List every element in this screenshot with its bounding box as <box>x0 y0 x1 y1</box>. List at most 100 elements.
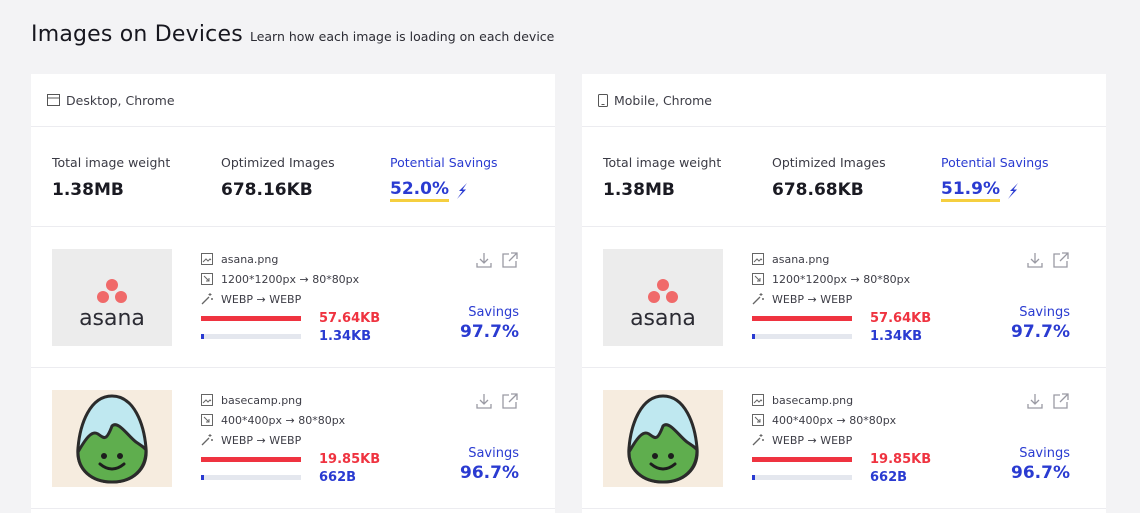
original-size-row: 19.85KB <box>201 450 391 468</box>
optimized-size-bar <box>201 474 301 480</box>
asana-logo-text: asana <box>79 306 145 331</box>
savings-label: Savings <box>1019 305 1070 320</box>
asana-logo: asana <box>630 279 696 331</box>
size-bars: 19.85KB 662B <box>752 450 942 486</box>
desktop-panel: Desktop, Chrome Total image weight 1.38M… <box>31 74 555 513</box>
optimized-size-row: 662B <box>752 468 942 486</box>
asana-logo: asana <box>79 279 145 331</box>
item-actions <box>1026 251 1070 269</box>
original-size-row: 57.64KB <box>201 309 391 327</box>
original-size: 19.85KB <box>319 451 381 467</box>
original-size-fill <box>201 456 301 462</box>
lightning-bolt-icon <box>456 183 467 199</box>
filename: asana.png <box>772 252 830 266</box>
savings-percent: 51.9% <box>941 180 1000 202</box>
savings-percent: 52.0% <box>390 180 449 202</box>
dimensions-row: 1200*1200px → 80*80px <box>752 269 910 289</box>
download-icon[interactable] <box>1026 392 1044 410</box>
format-row: WEBP → WEBP <box>752 430 896 450</box>
stat-value: 52.0% <box>390 180 498 202</box>
dimensions: 1200*1200px → 80*80px <box>772 272 911 286</box>
external-link-icon[interactable] <box>501 392 519 410</box>
image-item: asana asana.png 1200*1200px → 80*80px WE… <box>31 227 555 368</box>
format: WEBP → WEBP <box>221 292 302 306</box>
item-savings: Savings 97.7% <box>1011 305 1070 342</box>
resize-icon <box>201 414 213 426</box>
item-actions <box>1026 392 1070 410</box>
total-image-weight: Total image weight 1.38MB <box>603 155 721 200</box>
item-savings: Savings 96.7% <box>1011 446 1070 483</box>
stat-value: 678.16KB <box>221 180 313 200</box>
image-icon <box>752 394 764 406</box>
download-icon[interactable] <box>475 392 493 410</box>
dimensions-row: 400*400px → 80*80px <box>201 410 345 430</box>
page-subtitle: Learn how each image is loading on each … <box>249 29 555 44</box>
download-icon[interactable] <box>1026 251 1044 269</box>
desktop-icon <box>47 94 60 106</box>
dimensions-row: 400*400px → 80*80px <box>752 410 896 430</box>
asana-logo-text: asana <box>630 306 696 331</box>
filename: basecamp.png <box>221 393 303 407</box>
stat-label: Optimized Images <box>221 155 335 170</box>
stats-row: Total image weight 1.38MB Optimized Imag… <box>31 127 555 227</box>
image-icon <box>201 394 213 406</box>
panel-header: Mobile, Chrome <box>582 74 1106 127</box>
original-size-fill <box>752 315 852 321</box>
image-meta: asana.png 1200*1200px → 80*80px WEBP → W… <box>752 249 910 309</box>
optimized-size-row: 1.34KB <box>752 327 942 345</box>
stat-label: Potential Savings <box>390 155 498 170</box>
stats-row: Total image weight 1.38MB Optimized Imag… <box>582 127 1106 227</box>
basecamp-thumbnail <box>52 390 172 487</box>
dimensions: 1200*1200px → 80*80px <box>221 272 360 286</box>
image-item: basecamp.png 400*400px → 80*80px WEBP → … <box>582 368 1106 509</box>
optimized-size: 1.34KB <box>870 328 923 344</box>
format: WEBP → WEBP <box>221 433 302 447</box>
original-size-bar <box>201 315 301 321</box>
external-link-icon[interactable] <box>1052 392 1070 410</box>
original-size-row: 19.85KB <box>752 450 942 468</box>
savings-label: Savings <box>1019 446 1070 461</box>
original-size-bar <box>752 456 852 462</box>
dimensions: 400*400px → 80*80px <box>221 413 346 427</box>
optimized-images: Optimized Images 678.16KB <box>221 155 335 200</box>
format: WEBP → WEBP <box>772 292 853 306</box>
original-size: 19.85KB <box>870 451 932 467</box>
stat-label: Total image weight <box>52 155 171 170</box>
magic-wand-icon <box>201 434 213 446</box>
potential-savings: Potential Savings 51.9% <box>941 155 1049 202</box>
resize-icon <box>201 273 213 285</box>
external-link-icon[interactable] <box>1052 251 1070 269</box>
optimized-size-bar <box>752 333 852 339</box>
page-title: Images on Devices Learn how each image i… <box>31 22 554 47</box>
optimized-size-row: 1.34KB <box>201 327 391 345</box>
potential-savings: Potential Savings 52.0% <box>390 155 498 202</box>
original-size: 57.64KB <box>319 310 381 326</box>
external-link-icon[interactable] <box>501 251 519 269</box>
original-size: 57.64KB <box>870 310 932 326</box>
savings-value: 97.7% <box>1011 322 1070 342</box>
stat-value: 51.9% <box>941 180 1049 202</box>
optimized-images: Optimized Images 678.68KB <box>772 155 886 200</box>
item-savings: Savings 96.7% <box>460 446 519 483</box>
optimized-size: 662B <box>319 469 357 485</box>
size-bars: 57.64KB 1.34KB <box>201 309 391 345</box>
download-icon[interactable] <box>475 251 493 269</box>
mobile-panel: Mobile, Chrome Total image weight 1.38MB… <box>582 74 1106 513</box>
stat-label: Optimized Images <box>772 155 886 170</box>
original-size-fill <box>201 315 301 321</box>
original-size-bar <box>201 456 301 462</box>
image-item: basecamp.png 400*400px → 80*80px WEBP → … <box>31 368 555 509</box>
item-actions <box>475 392 519 410</box>
page-title-text: Images on Devices <box>31 22 243 47</box>
filename-row: basecamp.png <box>201 390 345 410</box>
basecamp-thumbnail <box>603 390 723 487</box>
stat-value: 678.68KB <box>772 180 864 200</box>
image-icon <box>752 253 764 265</box>
dimensions: 400*400px → 80*80px <box>772 413 897 427</box>
lightning-bolt-icon <box>1007 183 1018 199</box>
optimized-size-fill <box>201 474 205 480</box>
mobile-icon <box>598 93 608 107</box>
dimensions-row: 1200*1200px → 80*80px <box>201 269 359 289</box>
optimized-size: 1.34KB <box>319 328 372 344</box>
magic-wand-icon <box>752 293 764 305</box>
